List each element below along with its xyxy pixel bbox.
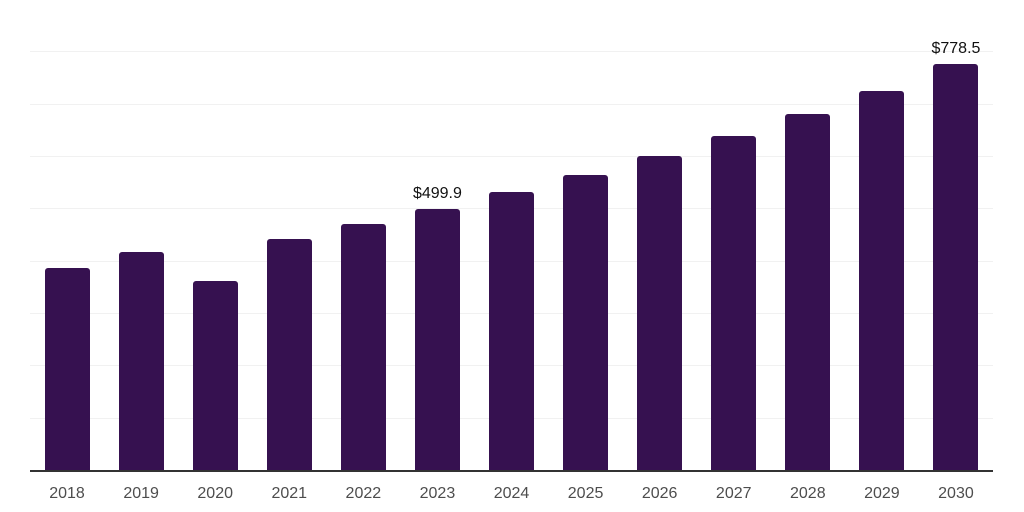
x-tick-label-2018: 2018: [49, 485, 85, 502]
x-tick-label-2027: 2027: [715, 485, 752, 502]
gridline: [30, 51, 993, 53]
bar-2024: [489, 192, 534, 471]
bar-2030: [933, 63, 979, 471]
x-tick-label-2029: 2029: [864, 485, 900, 502]
bar-2023: [414, 209, 460, 471]
x-tick-label-2023: 2023: [419, 485, 456, 502]
x-tick-label-2025: 2025: [567, 485, 604, 502]
gridline: [30, 156, 993, 157]
bar-2020: [192, 281, 238, 471]
plot-area: $499.9 $778.5: [30, 0, 993, 471]
x-tick-label-2019: 2019: [123, 485, 159, 502]
x-tick-label-2030: 2030: [938, 485, 974, 502]
bar-2019: [118, 252, 164, 471]
bar-2029: [859, 90, 905, 471]
value-label-2023: $499.9: [412, 185, 462, 203]
x-axis-line: [30, 470, 993, 472]
bar-2022: [340, 224, 386, 471]
x-tick-label-2020: 2020: [197, 485, 233, 502]
bar-2028: [785, 114, 831, 471]
gridline: [30, 103, 993, 105]
x-tick-label-2022: 2022: [345, 485, 382, 502]
bar-2025: [563, 175, 609, 471]
bar-2018: [44, 268, 90, 471]
x-tick-label-2024: 2024: [493, 485, 530, 502]
bar-2021: [266, 238, 312, 471]
x-tick-label-2021: 2021: [271, 485, 308, 502]
bar-2027: [711, 135, 757, 471]
x-tick-label-2026: 2026: [641, 485, 678, 502]
value-label-2030: $778.5: [931, 39, 981, 57]
x-axis-labels: 2018 2019 2020 2021 2022 2023 2024 2025 2026 2027…: [30, 484, 993, 506]
bar-2026: [637, 156, 683, 471]
x-tick-label-2028: 2028: [790, 485, 826, 502]
